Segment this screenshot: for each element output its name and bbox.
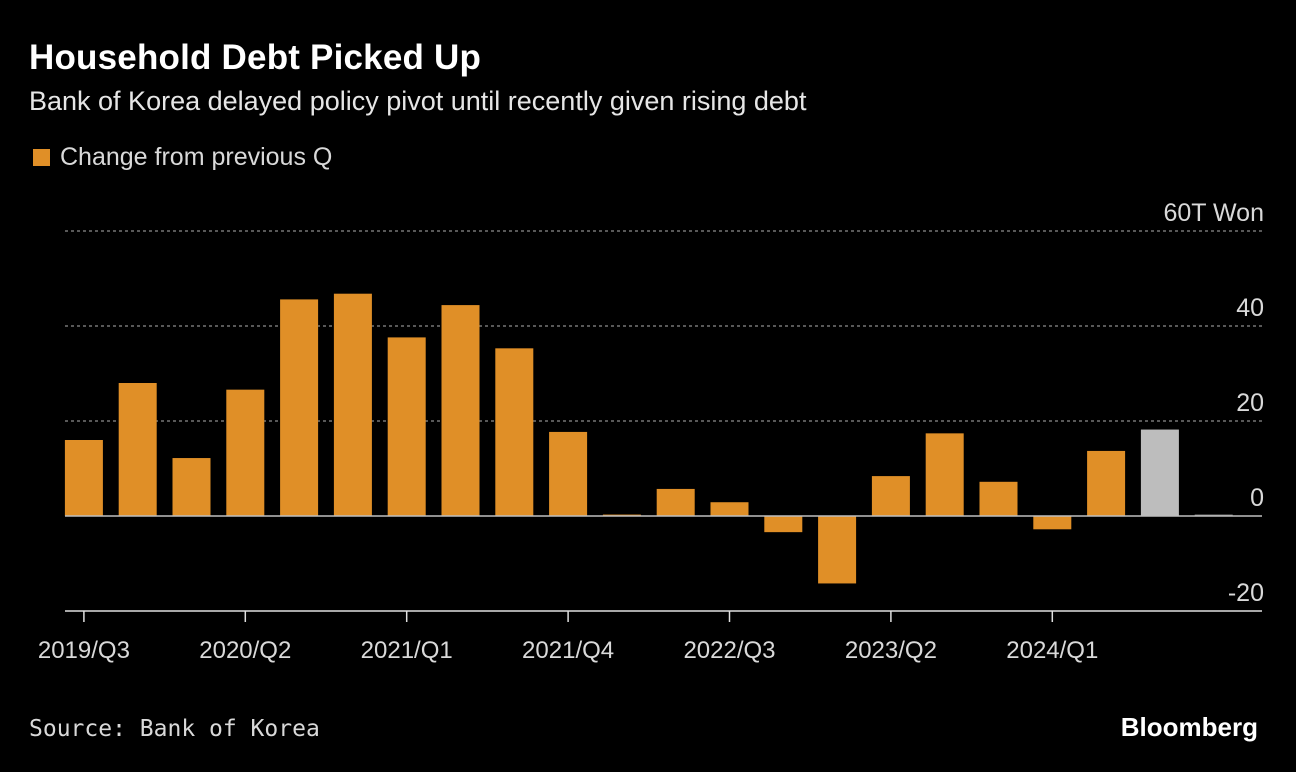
y-tick-label: 60T Won [1163, 199, 1264, 227]
bar [64, 440, 103, 516]
bar [441, 305, 480, 516]
bar [549, 431, 588, 516]
bar [495, 348, 534, 516]
y-tick-label: -20 [1228, 579, 1264, 607]
bar [656, 488, 695, 516]
legend-swatch [33, 149, 50, 166]
y-tick-label: 20 [1236, 389, 1264, 417]
chart-title: Household Debt Picked Up [29, 38, 482, 77]
x-tick-label: 2020/Q2 [199, 637, 291, 664]
bar [118, 383, 157, 516]
y-tick-label: 40 [1236, 294, 1264, 322]
x-tick-label: 2024/Q1 [1006, 637, 1098, 664]
bar [710, 502, 749, 516]
legend-label: Change from previous Q [60, 143, 333, 171]
bar [226, 389, 265, 516]
y-tick-label: 0 [1250, 484, 1264, 512]
bar [172, 458, 211, 516]
bloomberg-logo: Bloomberg [1120, 712, 1258, 742]
bar [979, 481, 1018, 516]
x-tick-label: 2022/Q3 [683, 637, 775, 664]
x-tick-label: 2019/Q3 [38, 637, 130, 664]
chart-subtitle: Bank of Korea delayed policy pivot until… [29, 86, 807, 116]
x-tick-label: 2021/Q4 [522, 637, 614, 664]
bar [1087, 450, 1126, 516]
bar [387, 337, 426, 516]
bar [764, 516, 803, 533]
legend: Change from previous Q [33, 143, 332, 172]
bar [333, 293, 372, 516]
x-tick-label: 2021/Q1 [361, 637, 453, 664]
bar [871, 476, 910, 516]
bar [280, 299, 319, 516]
bar [925, 433, 964, 516]
bar [1140, 429, 1179, 516]
bar [818, 516, 857, 584]
source-note: Source: Bank of Korea [29, 716, 320, 742]
bar [1033, 516, 1072, 530]
x-tick-label: 2023/Q2 [845, 637, 937, 664]
